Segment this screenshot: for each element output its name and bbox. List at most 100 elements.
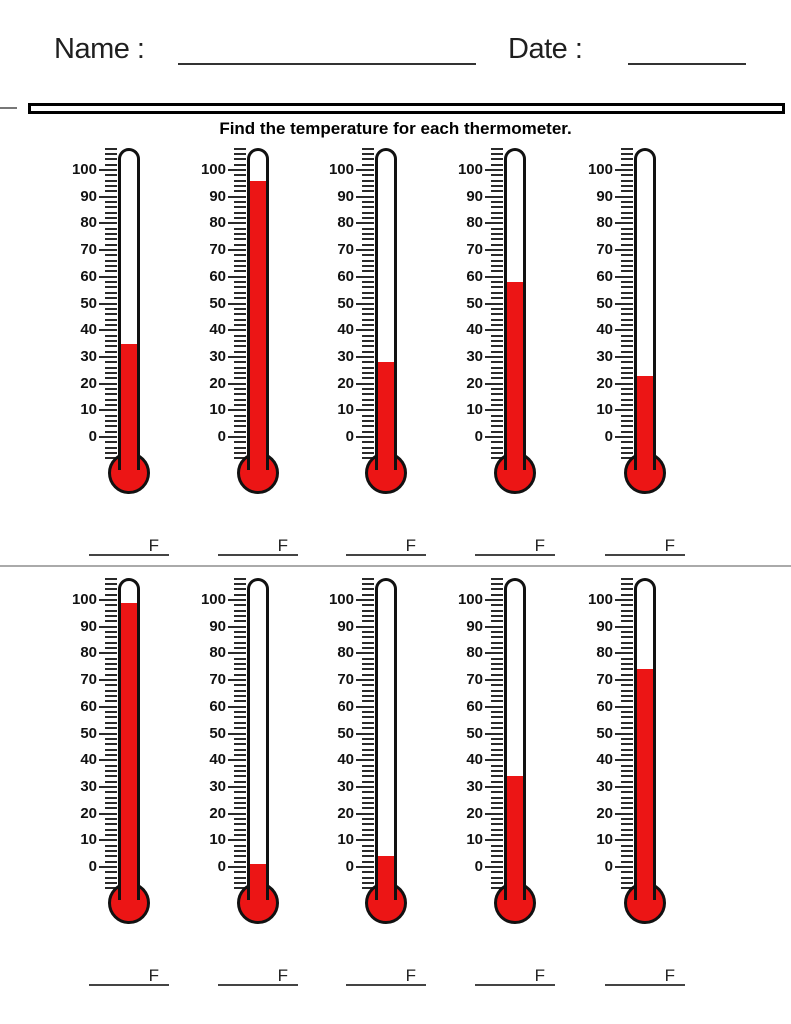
scale-label: 70 <box>209 671 226 689</box>
answer-blank-line[interactable]: F <box>346 536 426 556</box>
major-tick-mark <box>356 705 374 708</box>
scale-label: 50 <box>596 724 613 742</box>
minor-tick-mark <box>362 345 374 348</box>
major-tick-mark <box>485 382 503 385</box>
major-tick-mark <box>228 249 246 252</box>
minor-tick-mark <box>105 313 117 316</box>
scale-label: 60 <box>80 697 97 715</box>
minor-tick-mark <box>234 339 246 342</box>
major-tick-mark <box>615 169 633 171</box>
scale-label: 50 <box>337 724 354 742</box>
scale-label: 60 <box>466 697 483 715</box>
minor-tick-mark <box>621 620 633 623</box>
minor-tick-mark <box>105 871 117 874</box>
major-tick-mark <box>99 436 117 438</box>
minor-tick-mark <box>234 673 246 676</box>
scale-label: 90 <box>337 617 354 635</box>
scale-label: 20 <box>337 374 354 392</box>
minor-tick-mark <box>491 582 503 585</box>
answer-blank-line[interactable]: F <box>218 966 298 986</box>
minor-tick-mark <box>621 796 633 799</box>
answer-blank-line[interactable]: F <box>605 536 685 556</box>
minor-tick-mark <box>362 807 374 810</box>
minor-tick-mark <box>491 419 503 422</box>
major-tick-mark <box>228 329 246 332</box>
minor-tick-mark <box>105 882 117 885</box>
answer-blank-line[interactable]: F <box>89 536 169 556</box>
answer-blank-line[interactable]: F <box>475 536 555 556</box>
minor-tick-mark <box>105 727 117 730</box>
major-tick-mark <box>485 705 503 708</box>
minor-tick-mark <box>362 604 374 607</box>
answer-blank-line[interactable]: F <box>89 966 169 986</box>
major-tick-mark <box>485 652 503 655</box>
thermometer-tube <box>375 148 397 470</box>
scale-label: 30 <box>209 777 226 795</box>
left-margin-dash <box>0 107 17 109</box>
minor-tick-mark <box>362 582 374 585</box>
name-input-line[interactable] <box>178 62 476 65</box>
minor-tick-mark <box>621 254 633 257</box>
minor-tick-mark <box>362 313 374 316</box>
minor-tick-mark <box>621 163 633 166</box>
date-input-line[interactable] <box>628 62 746 65</box>
minor-tick-mark <box>105 457 117 460</box>
minor-tick-mark <box>621 647 633 650</box>
major-tick-mark <box>615 302 633 305</box>
minor-tick-mark <box>234 441 246 444</box>
scale-label: 10 <box>466 401 483 419</box>
major-tick-mark <box>615 599 633 601</box>
major-tick-mark <box>356 195 374 198</box>
minor-tick-mark <box>362 307 374 310</box>
minor-tick-mark <box>234 657 246 660</box>
minor-tick-mark <box>491 291 503 294</box>
scale-label: 30 <box>80 347 97 365</box>
minor-tick-mark <box>105 185 117 188</box>
minor-tick-mark <box>234 775 246 778</box>
minor-tick-mark <box>105 243 117 246</box>
minor-tick-mark <box>491 887 503 890</box>
minor-tick-mark <box>362 286 374 289</box>
minor-tick-mark <box>621 339 633 342</box>
major-tick-mark <box>615 652 633 655</box>
minor-tick-mark <box>105 631 117 634</box>
minor-tick-mark <box>621 350 633 353</box>
mercury-fill <box>250 180 266 470</box>
minor-tick-mark <box>234 297 246 300</box>
minor-tick-mark <box>491 243 503 246</box>
minor-tick-mark <box>234 398 246 401</box>
minor-tick-mark <box>621 398 633 401</box>
minor-tick-mark <box>105 764 117 767</box>
answer-blank-line[interactable]: F <box>218 536 298 556</box>
scale-label: 100 <box>71 161 97 178</box>
scale-label: 60 <box>596 267 613 285</box>
major-tick-mark <box>615 812 633 815</box>
minor-tick-mark <box>491 791 503 794</box>
major-tick-mark <box>615 679 633 682</box>
answer-blank-line[interactable]: F <box>475 966 555 986</box>
scale-label: 90 <box>80 617 97 635</box>
major-tick-mark <box>485 436 503 438</box>
minor-tick-mark <box>234 259 246 262</box>
minor-tick-mark <box>362 297 374 300</box>
minor-tick-mark <box>234 695 246 698</box>
thermometer-tube <box>118 148 140 470</box>
major-tick-mark <box>356 732 374 735</box>
answer-blank-line[interactable]: F <box>605 966 685 986</box>
major-tick-mark <box>615 866 633 868</box>
minor-tick-mark <box>491 641 503 644</box>
minor-tick-mark <box>621 307 633 310</box>
minor-tick-mark <box>491 430 503 433</box>
scale-label: 40 <box>596 321 613 339</box>
scale-label: 50 <box>80 294 97 312</box>
major-tick-mark <box>485 625 503 628</box>
thermometer-tube <box>118 578 140 900</box>
minor-tick-mark <box>621 393 633 396</box>
minor-tick-mark <box>105 663 117 666</box>
answer-blank-line[interactable]: F <box>346 966 426 986</box>
minor-tick-mark <box>491 823 503 826</box>
minor-tick-mark <box>105 339 117 342</box>
minor-tick-mark <box>105 190 117 193</box>
minor-tick-mark <box>491 695 503 698</box>
minor-tick-mark <box>234 152 246 155</box>
